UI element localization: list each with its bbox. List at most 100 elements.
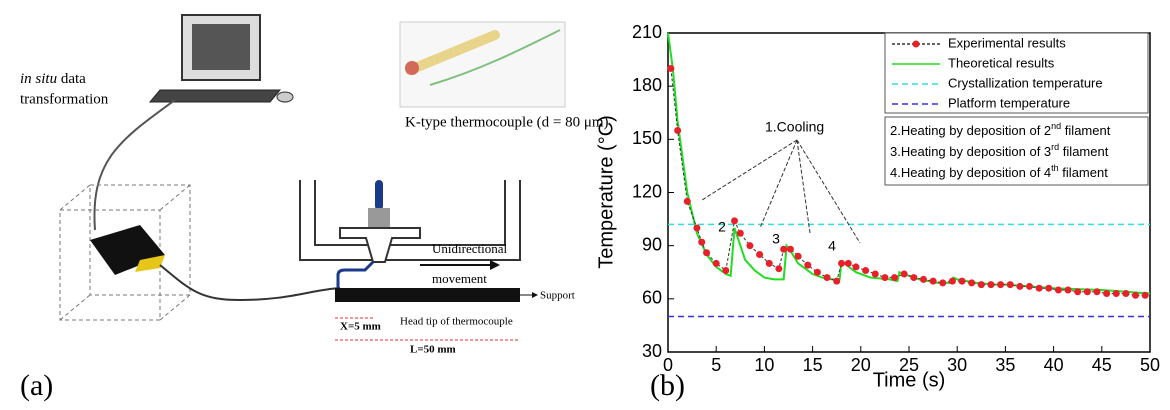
heating-text: filament [1061,123,1111,138]
support-label: Support [540,290,575,302]
legend-label: Experimental results [948,35,1066,50]
experiment-point [823,274,831,282]
annotation-arrow [796,139,861,244]
heating-text: th [1051,163,1059,173]
y-tick-label: 180 [632,75,662,95]
head-tip-label: Head tip of thermocouple [400,316,513,328]
thermocouple-label: K-type thermocouple (d = 80 μm) [405,114,609,130]
experiment-point [1054,286,1062,294]
experiment-point [871,270,879,278]
x-label: X=5 mm [340,321,381,333]
insitu-label-2: transformation [20,91,109,107]
x-tick-label: 50 [1140,355,1160,375]
experiment-point [722,266,730,274]
heating-text: 2.Heating by deposition of 2 [890,123,1051,138]
experiment-point [1132,291,1140,299]
cooling-label: 1.Cooling [765,119,824,135]
arrow-head [490,260,500,270]
experiment-point [1074,288,1082,296]
experiment-point [1093,288,1101,296]
legend-label: Theoretical results [948,55,1055,70]
x-tick-label: 0 [663,355,673,375]
y-tick-label: 120 [632,181,662,201]
diagram: in situ data transformation K-type therm… [20,14,609,402]
y-tick-label: 150 [632,128,662,148]
cable [93,99,176,231]
x-tick-label: 5 [711,355,721,375]
heating-text: 4.Heating by deposition of 4 [890,165,1051,180]
y-tick-label: 210 [632,22,662,42]
experiment-point [862,266,870,274]
wire [159,264,341,302]
experiment-point [804,261,812,269]
y-axis-label: Temperature (°C) [595,115,617,269]
experiment-point [731,217,739,225]
heating-text: filament [1059,165,1109,180]
marker-label: 2 [718,219,726,235]
nozzle [339,227,421,263]
experiment-point [838,259,846,267]
x-tick-label: 10 [754,355,774,375]
legend-box [884,32,1149,114]
experiment-point [891,274,899,282]
experiment-point [746,242,754,250]
experiment-point [1083,288,1091,296]
annotation-arrow [759,139,798,229]
experiment-point [736,229,744,237]
marker-label: 3 [772,231,780,247]
experiment-point [919,275,927,283]
arrow-head [532,292,538,298]
feeder [375,180,383,210]
experiment-point [1016,282,1024,290]
wire-green [429,29,561,86]
experiment-point [910,274,918,282]
l-label: L=50 mm [410,344,456,356]
keyboard [148,89,282,103]
x-tick-label: 45 [1092,355,1112,375]
screen [192,24,250,70]
experiment-point [786,245,794,253]
y-tick-label: 60 [642,288,662,308]
experiment-point [1006,281,1014,289]
heating-label: 2.Heating by deposition of 2nd filament [890,121,1111,138]
experiment-point [693,224,701,232]
heating-text: nd [1051,121,1061,131]
experiment-point [968,279,976,287]
experiment-point [775,265,783,273]
experiment-point [977,281,985,289]
x-tick-label: 25 [899,355,919,375]
x-tick-label: 15 [803,355,823,375]
marker-label: 4 [828,238,836,254]
chart: (b) Time (s) Temperature (°C) 0 5 10 15 20 25… [595,22,1160,402]
experiment-point [1035,284,1043,292]
experiment-point [844,259,852,267]
heating-text: rd [1051,142,1059,152]
experiment-point [1141,291,1149,299]
experiment-point [698,238,706,246]
experiment-point [712,259,720,267]
experiment-point [929,277,937,285]
legend-label: Platform temperature [948,95,1070,110]
annotation-arrow [701,139,798,201]
experiment-point [765,259,773,267]
experiment-point [1122,290,1130,298]
experiment-point [1112,290,1120,298]
annotation-arrow [796,139,811,234]
heating-label: 3.Heating by deposition of 3rd filament [890,142,1109,159]
experiment-point [997,281,1005,289]
movement-label: Unidirectional [432,241,507,256]
heating-text: 3.Heating by deposition of 3 [890,144,1051,159]
x-axis-label: Time (s) [873,369,946,391]
panel-label: (b) [650,369,685,402]
x-tick-label: 30 [947,355,967,375]
experiment-point [756,251,764,259]
experiment-point [881,274,889,282]
x-tick-label: 20 [851,355,871,375]
experiment-point [939,279,947,287]
experiment-point [900,270,908,278]
experiment-point [833,277,841,285]
experiment-point [1064,286,1072,294]
experiment-point [667,64,675,72]
printer [299,180,521,261]
